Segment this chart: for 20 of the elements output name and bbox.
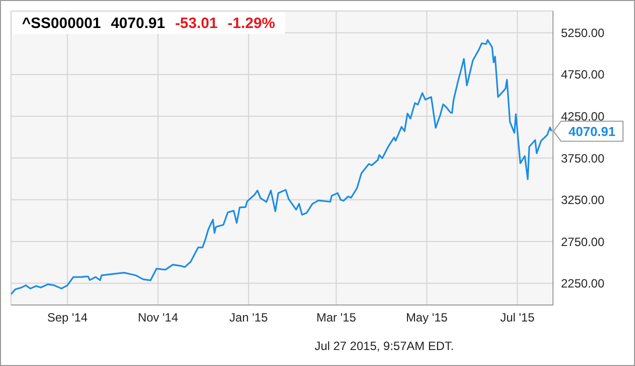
line-series (11, 39, 552, 296)
y-tick-label: 3750.00 (561, 151, 605, 166)
annotation: -53.01 (175, 14, 218, 32)
text: Jul 27 2015, 9:57AM EDT. (314, 339, 454, 353)
y-tick-label: 2750.00 (561, 234, 605, 249)
x-tick-label: Sep '14 (47, 310, 88, 325)
chart-title: ^SS000001 (22, 14, 101, 32)
chart-subtitle: 4070.91 (110, 14, 166, 32)
y-tick-label: 3250.00 (561, 193, 605, 208)
y-tick-label: 4250.00 (561, 110, 605, 124)
annotation: -1.29% (228, 14, 276, 32)
y-tick-label: 5250.00 (561, 26, 605, 40)
data-label: 4070.91 (568, 124, 616, 140)
y-tick-label: 2250.00 (561, 276, 605, 291)
x-tick-label: Nov '14 (138, 310, 178, 325)
y-tick-label: 4750.00 (561, 68, 605, 82)
x-tick-label: Mar '15 (316, 310, 356, 325)
x-tick-label: May '15 (406, 310, 448, 325)
x-tick-label: Jul '15 (500, 310, 535, 325)
x-tick-label: Jan '15 (229, 310, 268, 325)
